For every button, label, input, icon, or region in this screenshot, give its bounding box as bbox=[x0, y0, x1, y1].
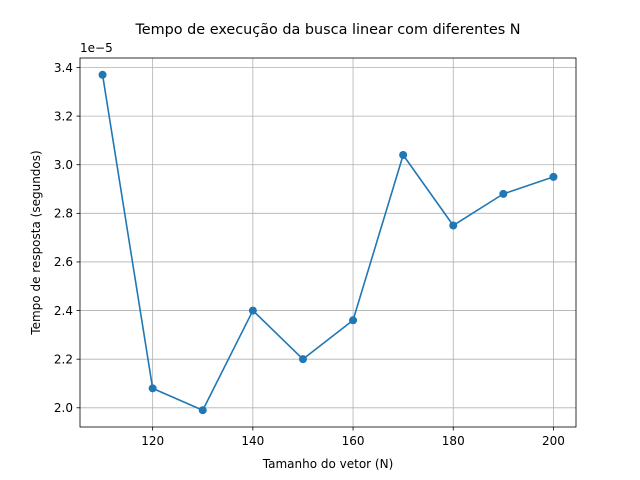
data-point bbox=[148, 384, 157, 393]
data-point bbox=[349, 316, 358, 325]
y-tick-label: 2.8 bbox=[54, 207, 73, 221]
y-tick-label: 3.0 bbox=[54, 158, 73, 172]
axis-ticks: 120 140 160 180 200 2.0 2.2 2.4 2.6 2.8 3.0 3.2 3.4 bbox=[54, 61, 565, 448]
x-tick-label: 120 bbox=[141, 434, 164, 448]
y-offset-label: 1e−5 bbox=[80, 41, 113, 55]
y-tick-label: 2.2 bbox=[54, 352, 73, 366]
data-point bbox=[499, 189, 508, 198]
data-point bbox=[298, 355, 307, 364]
data-point bbox=[549, 172, 558, 181]
chart-title: Tempo de execução da busca linear com di… bbox=[134, 22, 520, 38]
x-tick-label: 160 bbox=[342, 434, 365, 448]
data-point bbox=[198, 406, 207, 415]
plot-frame bbox=[79, 57, 577, 428]
y-tick-label: 2.4 bbox=[54, 304, 73, 318]
y-axis-label: Tempo de resposta (segundos) bbox=[29, 150, 43, 335]
grid-lines bbox=[80, 58, 576, 427]
x-tick-label: 180 bbox=[442, 434, 465, 448]
y-tick-label: 3.2 bbox=[54, 109, 73, 123]
data-point bbox=[248, 306, 257, 315]
y-tick-label: 3.4 bbox=[54, 61, 73, 75]
series-line bbox=[101, 74, 554, 412]
data-series bbox=[98, 70, 558, 415]
x-tick-label: 140 bbox=[241, 434, 264, 448]
data-point bbox=[449, 221, 458, 230]
x-tick-label: 200 bbox=[542, 434, 565, 448]
data-point bbox=[399, 150, 408, 159]
data-point bbox=[98, 70, 107, 79]
y-tick-label: 2.6 bbox=[54, 255, 73, 269]
y-tick-label: 2.0 bbox=[54, 401, 73, 415]
x-axis-label: Tamanho do vetor (N) bbox=[262, 457, 394, 471]
